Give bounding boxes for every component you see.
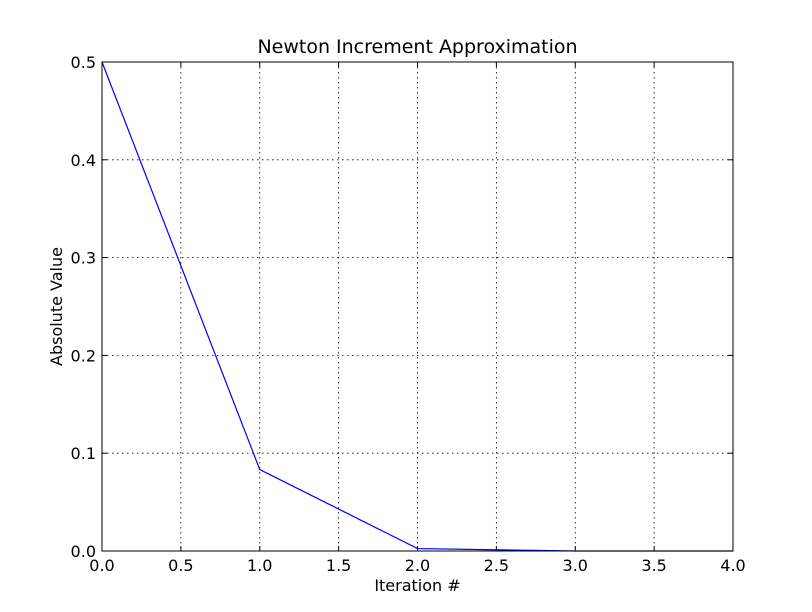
- x-tick-label: 4.0: [720, 556, 745, 575]
- grid-lines: [102, 62, 733, 551]
- x-tick-label: 3.5: [641, 556, 666, 575]
- x-tick-label: 2.5: [484, 556, 509, 575]
- axis-ticks: [101, 61, 734, 552]
- chart-title: Newton Increment Approximation: [257, 36, 577, 58]
- x-tick-label: 3.0: [563, 556, 588, 575]
- x-tick-label: 0.5: [168, 556, 193, 575]
- y-tick-label: 0.0: [71, 542, 96, 561]
- x-axis-label: Iteration #: [374, 576, 460, 595]
- y-tick-label: 0.1: [71, 444, 96, 463]
- x-tick-labels: 0.0 0.5 1.0 1.5 2.0 2.5 3.0 3.5 4.0: [89, 556, 745, 575]
- y-tick-label: 0.2: [71, 346, 96, 365]
- y-tick-label: 0.4: [71, 151, 96, 170]
- y-tick-label: 0.5: [71, 53, 96, 72]
- x-tick-label: 1.5: [326, 556, 351, 575]
- y-tick-label: 0.3: [71, 249, 96, 268]
- x-tick-label: 0.0: [89, 556, 114, 575]
- x-tick-label: 1.0: [247, 556, 272, 575]
- y-tick-labels: 0.0 0.1 0.2 0.3 0.4 0.5: [71, 53, 96, 561]
- y-axis-label: Absolute Value: [47, 247, 66, 366]
- x-tick-label: 2.0: [405, 556, 430, 575]
